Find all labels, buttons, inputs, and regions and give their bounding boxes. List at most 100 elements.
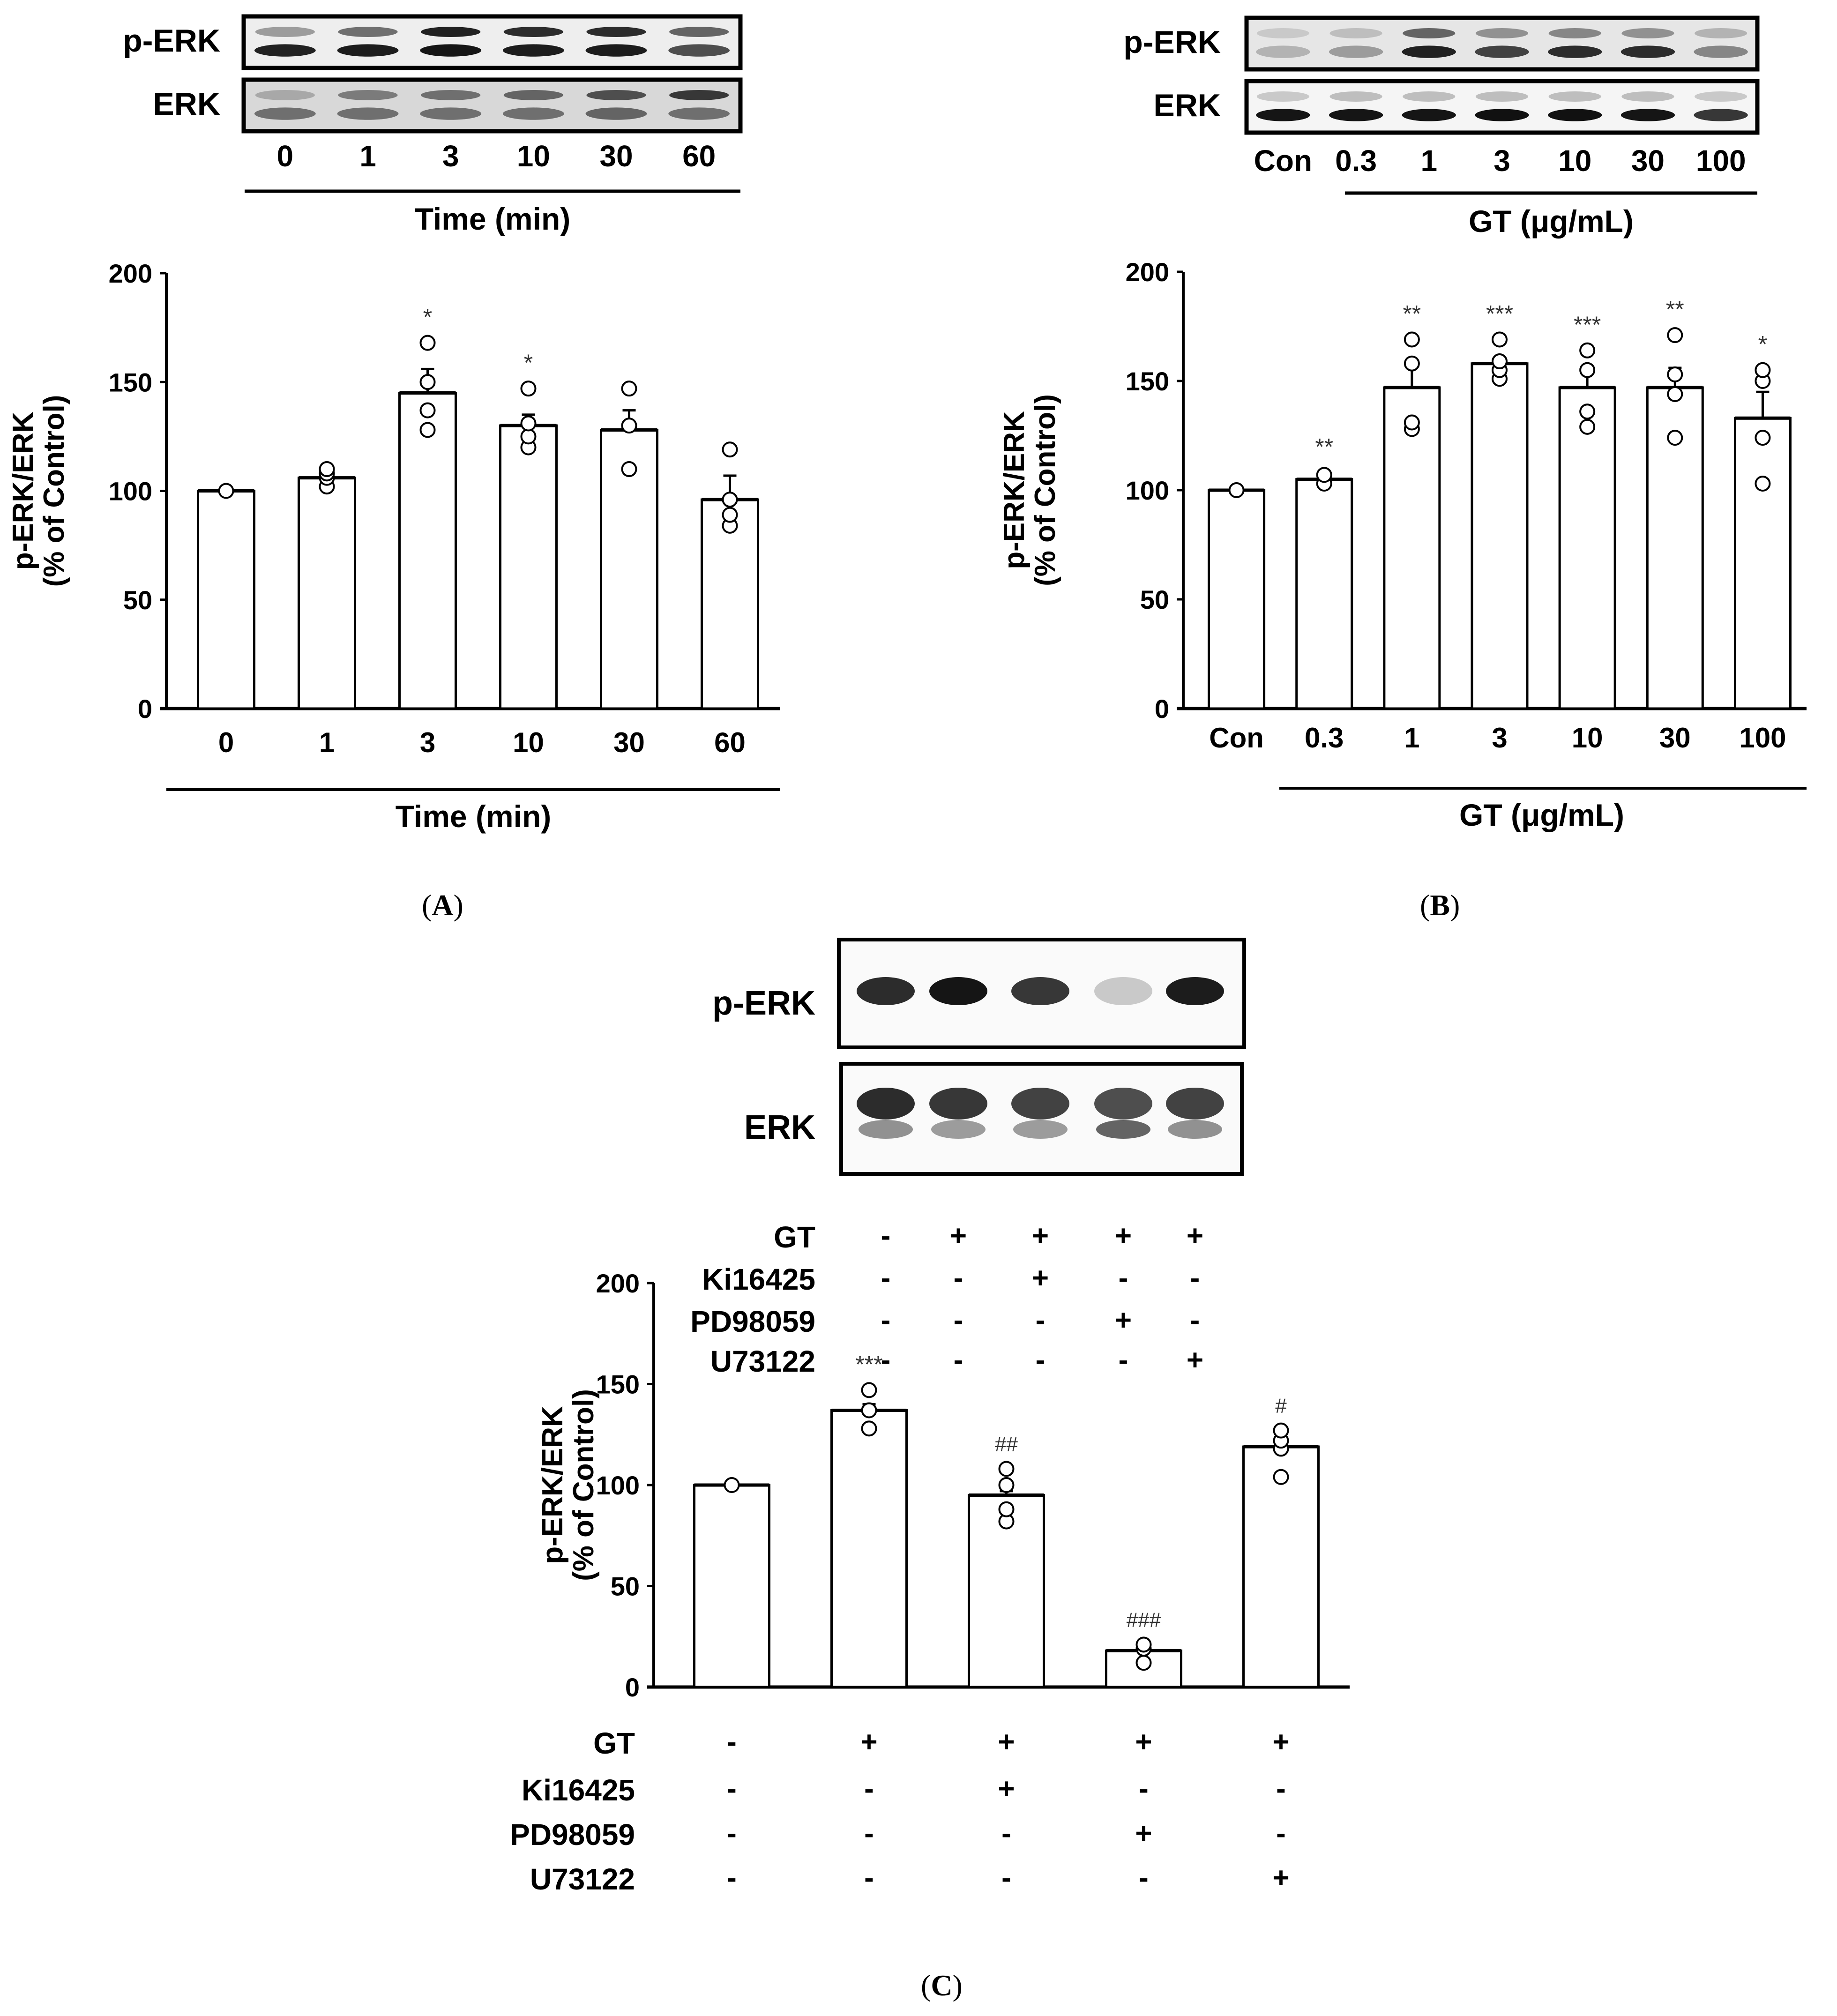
blot-band bbox=[668, 44, 730, 57]
svg-text:(% of Control): (% of Control) bbox=[568, 1389, 600, 1581]
blot-band bbox=[1329, 45, 1383, 58]
treatment-sign: - bbox=[1036, 1304, 1045, 1337]
treatment-sign: + bbox=[1272, 1862, 1289, 1894]
data-point bbox=[1404, 331, 1420, 348]
data-point bbox=[1135, 1655, 1152, 1671]
treatment-sign: - bbox=[1190, 1304, 1200, 1337]
lane-label: 1 bbox=[359, 139, 376, 173]
y-tick-label: 50 bbox=[611, 1572, 640, 1601]
x-tick-label: 30 bbox=[613, 727, 645, 758]
x-tick-label: 100 bbox=[1739, 722, 1786, 754]
bar-10: * bbox=[499, 350, 558, 710]
data-point bbox=[1667, 327, 1683, 343]
data-point bbox=[722, 507, 738, 523]
blot-band bbox=[502, 107, 564, 120]
blot-band bbox=[1256, 28, 1309, 38]
y-axis-label: p-ERK/ERK(% of Control) bbox=[7, 395, 70, 587]
treatment-sign: - bbox=[1036, 1344, 1045, 1376]
y-tick-label: 100 bbox=[596, 1471, 640, 1500]
svg-text:p-ERK/ERK: p-ERK/ERK bbox=[7, 412, 39, 570]
data-point bbox=[861, 1382, 877, 1398]
significance-marker: ### bbox=[1127, 1608, 1161, 1631]
blot-band bbox=[1475, 28, 1529, 38]
y-tick-label: 150 bbox=[1126, 366, 1169, 396]
bar-30: ** bbox=[1646, 296, 1704, 710]
data-point bbox=[1755, 476, 1771, 492]
blot-band bbox=[1329, 109, 1383, 121]
blot-band bbox=[586, 27, 646, 37]
data-point bbox=[1579, 342, 1596, 358]
blot-band bbox=[1475, 109, 1529, 121]
data-point bbox=[998, 1501, 1015, 1517]
bar-60 bbox=[701, 441, 759, 710]
treatment-sign: - bbox=[954, 1344, 963, 1376]
blot-band bbox=[1329, 91, 1382, 102]
x-axis-label: Time (min) bbox=[396, 799, 551, 834]
bar-3: * bbox=[398, 304, 457, 710]
data-point bbox=[1579, 362, 1596, 378]
bar-chart-b: p-ERK/ERK(% of Control)050100150200Con**… bbox=[998, 257, 1807, 832]
treatment-sign: - bbox=[881, 1344, 891, 1376]
blot-band bbox=[503, 27, 563, 37]
data-point bbox=[998, 1477, 1015, 1493]
data-point bbox=[621, 418, 637, 434]
blot-band bbox=[585, 107, 647, 120]
blot-band bbox=[1475, 91, 1529, 102]
significance-marker: # bbox=[1275, 1395, 1287, 1418]
svg-text:p-ERK/ERK: p-ERK/ERK bbox=[998, 411, 1031, 569]
data-point bbox=[1135, 1636, 1152, 1653]
x-tick-label: 30 bbox=[1659, 722, 1691, 754]
treatment-sign: - bbox=[864, 1773, 874, 1805]
bar-GT+Ki16425: ## bbox=[968, 1433, 1045, 1688]
lane-label: 10 bbox=[517, 139, 550, 173]
treatment-sign: + bbox=[1115, 1304, 1132, 1337]
blot-band bbox=[421, 90, 481, 100]
western-blot-b: p-ERK ERK Con 0.3 1 3 10 30 100 GT (μg/mL) bbox=[1123, 15, 1760, 239]
y-tick-label: 50 bbox=[123, 585, 152, 615]
x-tick-label: 3 bbox=[1492, 722, 1507, 754]
blot-band bbox=[857, 977, 915, 1005]
lane-label: 10 bbox=[1558, 144, 1591, 178]
svg-text:(% of Control): (% of Control) bbox=[1029, 394, 1061, 586]
blot-band bbox=[254, 44, 316, 57]
lane-label: 3 bbox=[1493, 144, 1510, 178]
data-point bbox=[419, 402, 436, 418]
blot-row-label: ERK bbox=[744, 1109, 815, 1146]
treatment-sign: + bbox=[860, 1726, 877, 1758]
treatment-sign: + bbox=[1032, 1262, 1049, 1294]
y-tick-label: 150 bbox=[596, 1370, 640, 1399]
y-tick-label: 100 bbox=[109, 477, 152, 506]
treatment-sign: - bbox=[727, 1817, 737, 1850]
data-point bbox=[861, 1420, 877, 1437]
treatment-sign: - bbox=[864, 1817, 874, 1850]
data-point bbox=[621, 461, 637, 478]
y-axis-label: p-ERK/ERK(% of Control) bbox=[537, 1389, 600, 1581]
panel-b: p-ERK ERK Con 0.3 1 3 10 30 100 GT (μg/mL) p-ERK/… bbox=[984, 0, 1837, 844]
blot-band bbox=[337, 44, 399, 57]
blot-box-erk bbox=[1244, 79, 1760, 135]
blot-band bbox=[1403, 28, 1456, 38]
bar-1: ** bbox=[1383, 300, 1441, 710]
blot-band bbox=[1402, 45, 1456, 58]
blot-band bbox=[1695, 91, 1747, 102]
lane-label: 0 bbox=[277, 139, 294, 173]
data-point bbox=[1579, 418, 1596, 435]
bar-100: * bbox=[1733, 331, 1792, 710]
blot-band bbox=[1620, 109, 1675, 121]
data-point bbox=[218, 483, 234, 499]
bar-GT: *** bbox=[830, 1351, 908, 1688]
blot-band bbox=[1166, 977, 1224, 1005]
blot-band bbox=[1011, 977, 1069, 1005]
caption-a: (A) bbox=[422, 889, 463, 922]
y-tick-label: 0 bbox=[138, 694, 152, 724]
blot-band bbox=[1548, 91, 1601, 102]
x-tick-label: Con bbox=[1209, 722, 1264, 754]
data-point bbox=[1404, 355, 1420, 372]
blot-band bbox=[586, 90, 646, 100]
data-point bbox=[1492, 331, 1508, 348]
blot-band bbox=[1256, 109, 1310, 121]
significance-marker: ** bbox=[1666, 296, 1684, 322]
data-point bbox=[621, 381, 637, 397]
data-point bbox=[861, 1402, 877, 1419]
x-tick-label: 0.3 bbox=[1305, 722, 1344, 754]
